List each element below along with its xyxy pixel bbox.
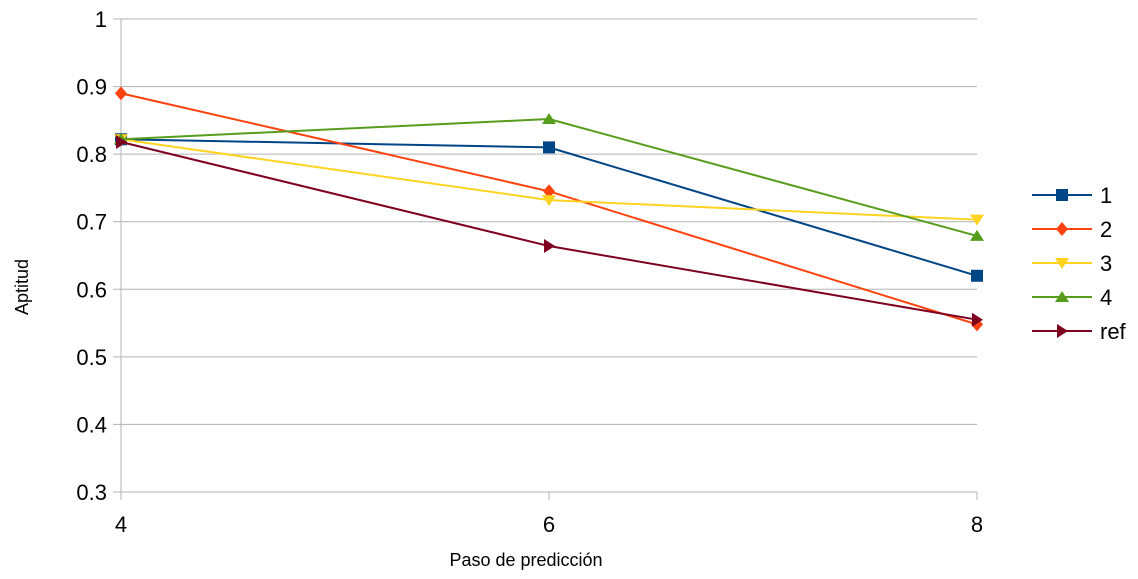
legend-label-3: 3: [1100, 251, 1112, 276]
data-point-ref: [116, 134, 127, 149]
series-line-ref: [120, 141, 978, 321]
legend-label-2: 2: [1100, 217, 1112, 242]
x-axis-title: Paso de predicción: [449, 550, 602, 570]
legend-marker-4: [1055, 291, 1069, 302]
data-point-2: [115, 86, 127, 101]
legend-marker-ref: [1057, 324, 1068, 338]
x-tick-label: 8: [971, 512, 983, 537]
series-group: [114, 86, 984, 332]
legend-label-ref: ref: [1100, 319, 1127, 344]
y-tick-label: 0.3: [76, 480, 107, 505]
data-point-1: [971, 269, 983, 282]
y-tick-label: 1: [95, 7, 107, 32]
y-tick-label: 0.8: [76, 142, 107, 167]
series-line-4: [120, 118, 978, 237]
y-tick-label: 0.9: [76, 75, 107, 100]
y-tick-label: 0.6: [76, 277, 107, 302]
x-axis-ticks: 4 6 8: [115, 512, 983, 537]
data-point-3: [542, 195, 556, 207]
legend: 1 2 3 4 ref: [1032, 183, 1127, 344]
legend-marker-3: [1055, 258, 1069, 269]
grid-lines: [113, 18, 978, 500]
data-point-2: [543, 184, 555, 199]
data-point-4: [542, 113, 556, 125]
y-tick-label: 0.7: [76, 210, 107, 235]
legend-marker-1: [1056, 189, 1068, 201]
legend-marker-2: [1056, 222, 1068, 236]
legend-label-1: 1: [1100, 183, 1112, 208]
x-tick-label: 4: [115, 512, 127, 537]
legend-label-4: 4: [1100, 285, 1112, 310]
y-axis-title: Aptitud: [12, 259, 32, 315]
series-line-1: [120, 138, 978, 277]
y-axis-ticks: 0.3 0.4 0.5 0.6 0.7 0.8 0.9 1: [76, 7, 107, 505]
data-point-3: [970, 214, 984, 226]
data-point-ref: [972, 312, 983, 327]
data-point-1: [543, 141, 555, 154]
data-point-ref: [544, 239, 555, 254]
y-tick-label: 0.4: [76, 412, 107, 437]
y-tick-label: 0.5: [76, 345, 107, 370]
x-tick-label: 6: [543, 512, 555, 537]
data-point-4: [970, 229, 984, 241]
